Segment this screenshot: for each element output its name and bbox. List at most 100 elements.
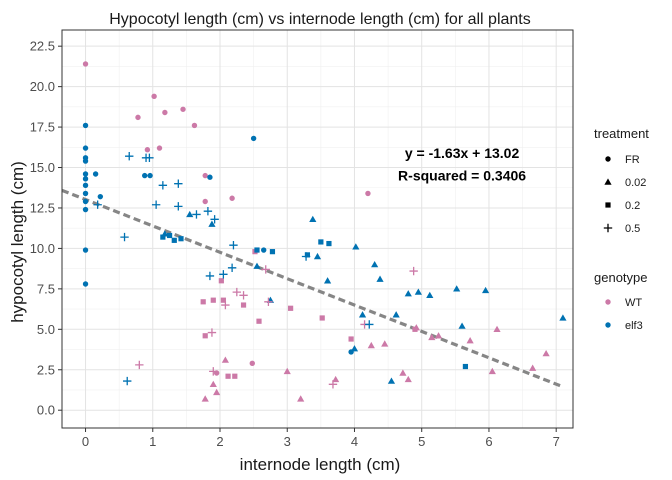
major-gridlines <box>62 30 573 428</box>
data-point <box>332 375 340 383</box>
data-point <box>82 171 89 177</box>
data-point <box>151 93 157 100</box>
data-point <box>200 299 206 305</box>
data-point <box>269 249 276 255</box>
data-point <box>208 220 216 227</box>
data-point <box>142 172 148 179</box>
data-point <box>350 345 359 352</box>
y-tick-label: 12.5 <box>30 200 55 215</box>
data-point <box>156 145 163 151</box>
chart-title: Hypocotyl length (cm) vs internode lengt… <box>109 11 531 28</box>
legend-treatment-label: 0.5 <box>625 223 640 235</box>
data-point <box>239 291 248 300</box>
data-point <box>209 367 218 376</box>
data-point <box>174 179 183 188</box>
data-point <box>158 181 168 190</box>
data-point <box>209 380 217 388</box>
data-point <box>253 262 261 269</box>
data-point <box>227 263 237 273</box>
panel-background <box>62 30 573 428</box>
data-point <box>186 210 194 218</box>
data-point <box>147 172 153 179</box>
data-point <box>313 252 322 260</box>
data-point <box>466 337 474 344</box>
data-point <box>358 311 367 318</box>
x-tick-label: 3 <box>284 434 291 449</box>
y-tick-label: 10.0 <box>30 241 55 256</box>
data-point <box>250 135 257 142</box>
plot-panel: y = -1.63x + 13.02 R-squared = 0.3406 <box>61 29 574 429</box>
y-tick-label: 17.5 <box>30 120 55 135</box>
y-tick-label: 2.5 <box>37 362 55 377</box>
data-point <box>92 171 99 177</box>
legend-key-circle-icon <box>605 299 611 305</box>
data-point <box>135 360 144 370</box>
data-point <box>174 202 183 211</box>
data-point <box>261 265 270 274</box>
data-point <box>283 367 291 375</box>
data-point <box>82 158 89 164</box>
data-point <box>318 239 324 245</box>
data-point <box>434 332 443 339</box>
data-point <box>145 153 154 163</box>
legend-treatment-label: 0.2 <box>625 200 640 212</box>
data-point <box>414 288 422 295</box>
legend-key-circle-icon <box>605 322 611 328</box>
data-point <box>123 376 132 386</box>
y-tick-label: 20.0 <box>30 79 55 94</box>
data-point <box>203 207 213 216</box>
data-point <box>162 109 168 116</box>
data-point <box>97 193 104 200</box>
data-point <box>409 266 418 276</box>
data-point <box>412 326 418 332</box>
data-point <box>301 252 311 261</box>
data-point <box>82 61 89 67</box>
data-point <box>426 291 434 299</box>
y-axis-title: hypocotyl length (cm) <box>8 161 27 323</box>
data-point <box>82 176 89 182</box>
legend-treatment-title: treatment <box>594 126 649 141</box>
data-point <box>261 247 267 253</box>
y-tick-label: 22.5 <box>30 39 55 54</box>
legend-genotype: genotype WT elf3 <box>594 270 648 332</box>
data-point <box>229 195 235 201</box>
y-tick-label: 7.5 <box>37 281 55 296</box>
y-tick-label: 5.0 <box>37 322 55 337</box>
data-point <box>219 270 228 279</box>
data-point <box>381 340 389 347</box>
data-point <box>220 297 226 303</box>
data-point <box>82 206 89 213</box>
data-point <box>309 215 317 222</box>
data-point <box>392 311 400 318</box>
data-point <box>365 320 374 329</box>
data-point <box>221 356 229 363</box>
data-point <box>171 237 177 243</box>
data-point <box>218 278 224 284</box>
y-tick-label: 0.0 <box>37 403 55 418</box>
data-point <box>135 114 141 121</box>
data-point <box>82 190 89 197</box>
data-point <box>202 333 208 339</box>
data-point <box>399 369 407 376</box>
data-point <box>326 240 332 247</box>
data-point <box>453 285 461 292</box>
data-point <box>232 287 242 297</box>
data-point <box>328 380 338 389</box>
data-points <box>82 61 567 402</box>
data-point <box>304 252 311 258</box>
data-point <box>202 172 208 179</box>
data-point <box>352 243 360 250</box>
data-point <box>371 260 379 268</box>
data-point <box>201 395 209 402</box>
x-tick-label: 1 <box>149 434 156 449</box>
data-point <box>297 395 305 402</box>
data-point <box>82 247 89 253</box>
legend-key-plus-icon <box>603 223 613 233</box>
x-axis-ticks: 0 1 2 3 4 5 6 7 <box>82 428 560 449</box>
data-point <box>249 360 255 366</box>
data-point <box>240 302 247 308</box>
data-point <box>323 277 332 284</box>
data-point <box>207 174 213 180</box>
data-point <box>221 300 230 310</box>
